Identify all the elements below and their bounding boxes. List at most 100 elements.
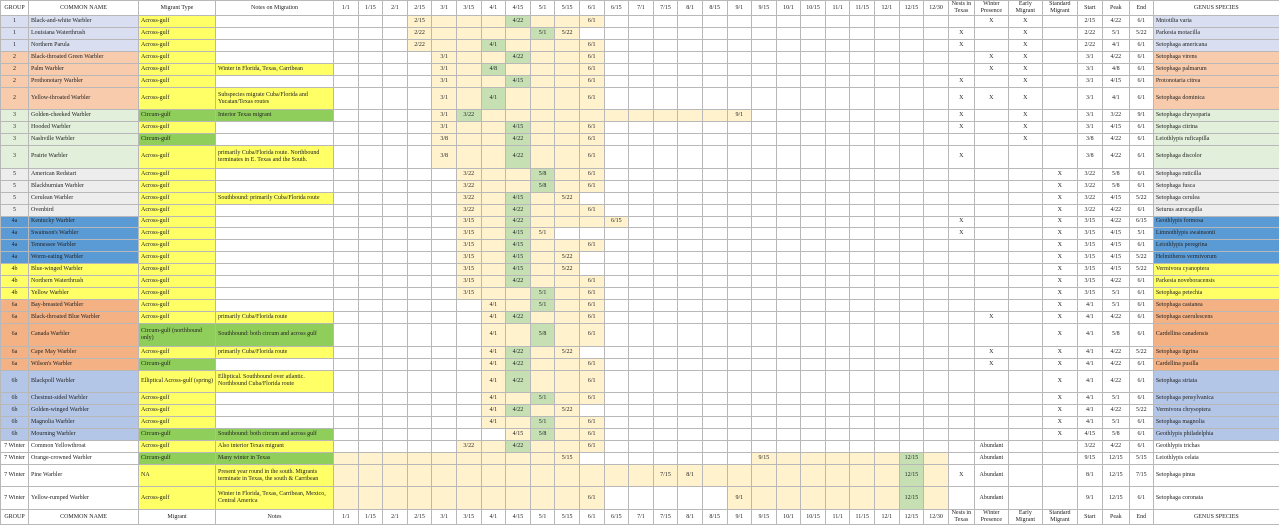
standard-cell <box>1041 451 1078 465</box>
common-name: Bay-breasted Warbler <box>28 299 139 313</box>
common-name: Tennessee Warbler <box>28 239 139 253</box>
date-cell <box>898 215 925 229</box>
date-cell <box>431 427 457 441</box>
date-cell <box>874 145 900 169</box>
column-header: 12/15 <box>898 509 925 525</box>
date-cell <box>455 121 482 135</box>
migrant-type: Across-gulf <box>138 74 216 88</box>
peak-cell: 5/1 <box>1101 299 1130 313</box>
date-cell <box>628 145 654 169</box>
date-cell <box>455 369 482 394</box>
date-cell <box>333 369 359 394</box>
peak-cell: 5/8 <box>1101 167 1130 181</box>
date-cell <box>701 145 728 169</box>
end-cell: 6/1 <box>1128 299 1154 313</box>
date-cell <box>701 191 728 205</box>
date-cell <box>554 323 580 347</box>
date-cell <box>382 179 408 193</box>
peak-cell: 12/15 <box>1101 451 1130 465</box>
date-cell <box>431 345 457 359</box>
end-cell: 6/1 <box>1128 416 1154 429</box>
date-cell: 6/1 <box>578 38 605 52</box>
early-cell: X <box>1007 86 1043 111</box>
date-cell <box>775 62 802 76</box>
start-cell: 3/1 <box>1076 74 1103 88</box>
migrant-type: Circum-gulf <box>138 133 216 147</box>
column-header: 2/15 <box>406 0 433 16</box>
species-row: 5 American Redstart Across-gulf 3/22 5/8 6/1 X… <box>0 167 1279 181</box>
date-cell <box>628 323 654 347</box>
genus-species: Setophaga pinus <box>1152 463 1279 488</box>
peak-cell: 4/22 <box>1101 369 1130 394</box>
date-cell <box>800 299 826 313</box>
column-header: 7/1 <box>628 509 654 525</box>
date-cell <box>751 86 777 111</box>
group: 3 <box>0 109 29 123</box>
date-cell <box>701 404 728 417</box>
date-cell <box>751 50 777 64</box>
date-cell: 5/15 <box>554 451 580 465</box>
standard-cell: X <box>1041 369 1078 394</box>
date-cell <box>800 121 826 135</box>
date-cell <box>751 275 777 289</box>
standard-cell: X <box>1041 404 1078 417</box>
column-header: 12/1 <box>874 0 900 16</box>
date-cell <box>800 203 826 217</box>
date-cell: 6/1 <box>578 50 605 64</box>
date-cell <box>554 299 580 313</box>
date-cell: 3/1 <box>431 121 457 135</box>
early-cell <box>1007 404 1043 417</box>
peak-cell: 5/8 <box>1101 323 1130 347</box>
migrant-type: Across-gulf <box>138 439 216 453</box>
date-cell <box>923 50 949 64</box>
date-cell <box>775 463 802 488</box>
column-header: 5/1 <box>529 0 556 16</box>
migrant-type: Across-gulf <box>138 167 216 181</box>
standard-cell <box>1041 62 1078 76</box>
migrant-type: Across-gulf <box>138 287 216 301</box>
nests-cell <box>947 251 975 265</box>
date-cell <box>406 227 433 241</box>
date-cell <box>677 15 703 28</box>
date-cell <box>677 427 703 441</box>
migrant-type: Across-gulf <box>138 191 216 205</box>
date-cell <box>775 86 802 111</box>
species-row: 2 Prothonotary Warbler Across-gulf 3/1 4/15 6… <box>0 74 1279 88</box>
date-cell <box>455 451 482 465</box>
date-cell <box>554 287 580 301</box>
nests-cell <box>947 323 975 347</box>
date-cell <box>751 392 777 406</box>
date-cell <box>628 74 654 88</box>
date-cell <box>505 38 531 52</box>
early-cell <box>1007 439 1043 453</box>
date-cell <box>775 251 802 265</box>
date-cell <box>800 263 826 277</box>
genus-species: Setophaga petechia <box>1152 287 1279 301</box>
date-cell <box>628 345 654 359</box>
standard-cell: X <box>1041 179 1078 193</box>
peak-cell: 5/8 <box>1101 427 1130 441</box>
date-cell: 12/15 <box>898 486 925 510</box>
date-cell <box>775 50 802 64</box>
date-cell <box>333 275 359 289</box>
standard-cell <box>1041 86 1078 111</box>
start-cell: 4/1 <box>1076 369 1103 394</box>
group: 4b <box>0 263 29 277</box>
genus-species: Setophaga chrysoparia <box>1152 109 1279 123</box>
date-cell <box>529 311 556 325</box>
early-cell: X <box>1007 74 1043 88</box>
date-cell <box>652 215 679 229</box>
date-cell <box>529 74 556 88</box>
date-cell: 4/1 <box>480 392 507 406</box>
migrant-type: Elliptical Across-gulf (spring) <box>138 369 216 394</box>
date-cell <box>652 86 679 111</box>
date-cell <box>382 167 408 181</box>
date-cell <box>554 167 580 181</box>
date-cell <box>333 179 359 193</box>
start-cell: 4/1 <box>1076 416 1103 429</box>
date-cell <box>505 167 531 181</box>
date-cell: 5/1 <box>529 227 556 241</box>
early-cell <box>1007 179 1043 193</box>
date-cell <box>628 392 654 406</box>
group: 3 <box>0 133 29 147</box>
